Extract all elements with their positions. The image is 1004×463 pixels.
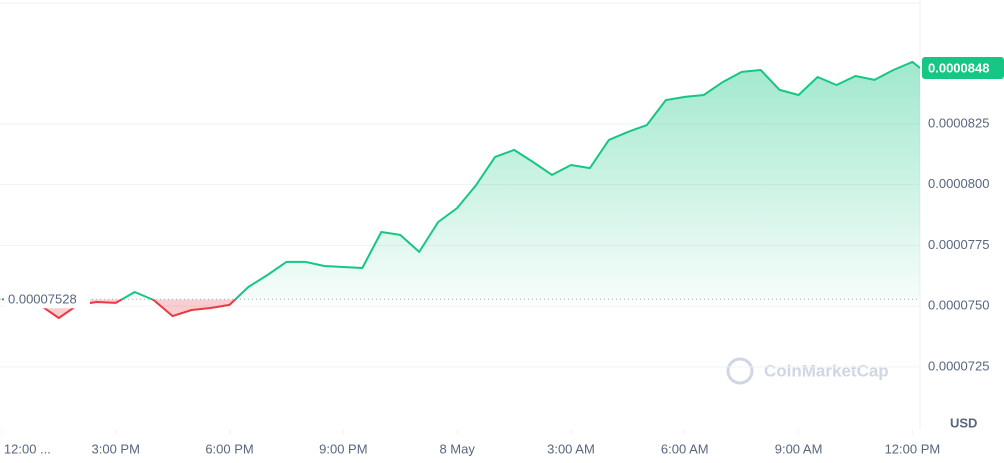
price-line [1, 60, 921, 319]
x-tick-label: 3:00 AM [547, 441, 595, 456]
last-price-tag [922, 57, 1004, 80]
x-tick-label: 9:00 AM [775, 441, 823, 456]
x-tick-label: 6:00 AM [661, 441, 709, 456]
x-tick-label: 8 May [439, 441, 475, 456]
x-tick-label: 6:00 PM [205, 441, 253, 456]
x-tick-label: 12:00 PM [885, 441, 941, 456]
y-tick-label: 0.0000725 [928, 358, 989, 373]
y-tick-label: 0.0000800 [928, 176, 989, 191]
x-tick-label: 9:00 PM [319, 441, 367, 456]
y-tick-label: 0.0000775 [928, 237, 989, 252]
watermark-text: CoinMarketCap [764, 361, 889, 380]
watermark: CoinMarketCap [726, 357, 889, 385]
y-tick-label: 0.0000750 [928, 298, 989, 313]
baseline-label-bg [4, 290, 90, 309]
x-tick-label: 3:00 PM [92, 441, 140, 456]
y-tick-label: 0.0000825 [928, 115, 989, 130]
watermark-logo [726, 357, 754, 385]
x-tick-label: 12:00 ... [4, 441, 51, 456]
baseline-label: 0.00007528 [8, 292, 77, 307]
currency-label: USD [950, 415, 977, 430]
last-price-label: 0.0000848 [928, 60, 989, 75]
price-area [1, 61, 920, 319]
